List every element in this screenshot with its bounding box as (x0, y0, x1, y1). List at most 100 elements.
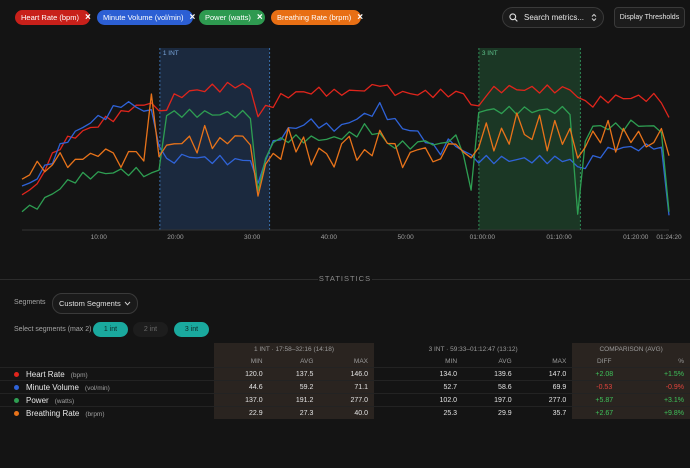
segment-button-1-int[interactable]: 1 int (93, 322, 128, 337)
col-avg: AVG (498, 357, 512, 365)
seg2-min: 134.0 (408, 367, 464, 381)
col-diff: DIFF (572, 355, 637, 368)
search-metrics-dropdown[interactable]: Search metrics... (502, 7, 604, 28)
x-tick-label: 40:00 (321, 234, 338, 241)
metric-unit: (brpm) (85, 410, 105, 418)
chevron-updown-icon (591, 13, 597, 22)
segment-button-2-int[interactable]: 2 int (133, 322, 168, 337)
divider (0, 279, 318, 280)
seg2-max: 147.0 (517, 367, 573, 381)
seg1-avg: 137.5 (268, 367, 320, 381)
x-tick-label: 10:00 (91, 234, 108, 241)
remove-icon[interactable]: × (189, 11, 196, 23)
col-min: MIN (445, 357, 458, 365)
stats-row: Heart Rate (bpm) 120.0 137.5 146.0 134.0 139.6… (0, 367, 690, 381)
metric-cell: Heart Rate (bpm) (0, 367, 214, 381)
seg1-avg: 27.3 (268, 406, 320, 419)
metric-cell: Power (watts) (0, 393, 214, 407)
seg2-min: 25.3 (408, 406, 464, 419)
comparison-header: COMPARISON (AVG) (572, 343, 690, 355)
remove-icon[interactable]: × (84, 11, 91, 23)
x-tick-label: 01:10:00 (546, 234, 572, 241)
x-tick-label: 01:20:00 (623, 234, 649, 241)
interval-band (159, 48, 270, 230)
display-thresholds-button[interactable]: Display Thresholds (614, 7, 685, 28)
seg2-min: 102.0 (408, 393, 464, 407)
series-dot (14, 398, 19, 404)
metric-unit: (watts) (54, 397, 75, 405)
series-dot (14, 411, 19, 417)
filter-chip-minute-volume[interactable]: Minute Volume (vol/min) × (97, 10, 196, 25)
series-dot (14, 385, 19, 391)
diff-value: -0.53 (572, 380, 637, 394)
select-segments-label: Select segments (max 2) (14, 326, 92, 333)
series-line (21, 81, 670, 196)
seg1-max: 71.1 (319, 380, 374, 394)
filter-chip-power[interactable]: Power (watts) × (199, 10, 265, 25)
pct-value: +3.1% (636, 393, 690, 407)
x-tick-label: 01:00:00 (470, 234, 496, 241)
series-line (21, 105, 670, 215)
seg2-max: 35.7 (517, 406, 573, 419)
seg2-avg: 197.0 (463, 393, 518, 407)
col-max: MAX (319, 355, 374, 368)
col-max: MAX (552, 357, 567, 365)
seg1-min: 137.0 (214, 393, 269, 407)
chip-label: Minute Volume (103, 13, 153, 22)
statistics-title: STATISTICS (318, 274, 372, 283)
metric-name: Minute Volume (26, 382, 79, 392)
metric-unit: (vol/min) (84, 384, 110, 392)
search-placeholder: Search metrics... (524, 13, 585, 22)
remove-icon[interactable]: × (357, 11, 364, 23)
diff-value: +2.08 (572, 367, 637, 381)
interval-band (478, 48, 581, 230)
divider (372, 279, 690, 280)
chip-label: Heart Rate (21, 13, 58, 22)
series-dot (14, 372, 19, 378)
seg1-min: 22.9 (214, 406, 269, 419)
chip-unit: (brpm) (329, 13, 352, 22)
segment-1-header: 1 INT · 17:58–32:16 (14:18) (214, 343, 374, 355)
seg1-avg: 59.2 (268, 380, 320, 394)
seg1-max: 146.0 (319, 367, 374, 381)
statistics-table: 1 INT · 17:58–32:16 (14:18) 3 INT · 59:3… (0, 343, 690, 419)
seg1-max: 40.0 (319, 406, 374, 419)
stats-row: Minute Volume (vol/min) 44.6 59.2 71.1 52.7 58… (0, 380, 690, 394)
seg2-avg: 29.9 (463, 406, 518, 419)
seg2-min: 52.7 (408, 380, 464, 394)
metric-name: Power (26, 395, 49, 405)
seg2-max: 69.9 (517, 380, 573, 394)
x-tick-label: 50:00 (397, 234, 414, 241)
seg2-max: 277.0 (517, 393, 573, 407)
filter-chip-breathing-rate[interactable]: Breathing Rate (brpm) × (271, 10, 364, 25)
chip-label: Breathing Rate (277, 13, 328, 22)
chip-unit: (watts) (228, 13, 251, 22)
segments-label: Segments (14, 299, 46, 306)
series-line (21, 101, 670, 216)
segments-dropdown[interactable]: Custom Segments (52, 293, 138, 314)
chip-label: Power (205, 13, 227, 22)
stats-row: Breathing Rate (brpm) 22.9 27.3 40.0 25.3 29.9… (0, 406, 690, 419)
col-min: MIN (214, 355, 269, 368)
metric-unit: (bpm) (70, 371, 88, 379)
metric-name: Breathing Rate (26, 408, 80, 418)
chevron-down-icon (124, 301, 131, 306)
x-tick-label: 20:00 (167, 234, 184, 241)
remove-icon[interactable]: × (256, 11, 263, 23)
seg2-avg: 58.6 (463, 380, 518, 394)
segment-2-header: 3 INT · 59:33–01:12:47 (13:12) (428, 345, 518, 353)
pct-value: -0.9% (636, 380, 690, 394)
seg1-min: 120.0 (214, 367, 269, 381)
segment-button-3-int[interactable]: 3 int (174, 322, 209, 337)
pct-value: +1.5% (636, 367, 690, 381)
seg1-avg: 191.2 (268, 393, 320, 407)
col-avg: AVG (268, 355, 320, 368)
x-tick-label: 30:00 (244, 234, 261, 241)
col-pct: % (636, 355, 690, 368)
seg2-avg: 139.6 (463, 367, 518, 381)
seg1-max: 277.0 (319, 393, 374, 407)
filter-chip-heart-rate[interactable]: Heart Rate (bpm) × (15, 10, 91, 25)
interval-label: 1 INT (163, 50, 179, 57)
diff-value: +2.67 (572, 406, 637, 419)
segments-value: Custom Segments (59, 299, 121, 308)
